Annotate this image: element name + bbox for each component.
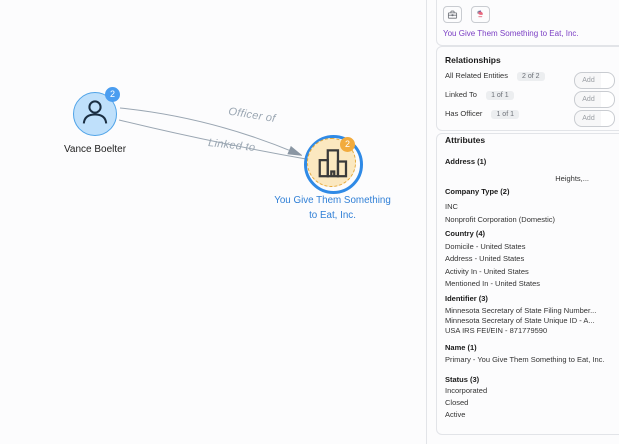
svg-text:Officer of: Officer of [227,106,277,125]
svg-text:Linked to: Linked to [208,137,256,154]
